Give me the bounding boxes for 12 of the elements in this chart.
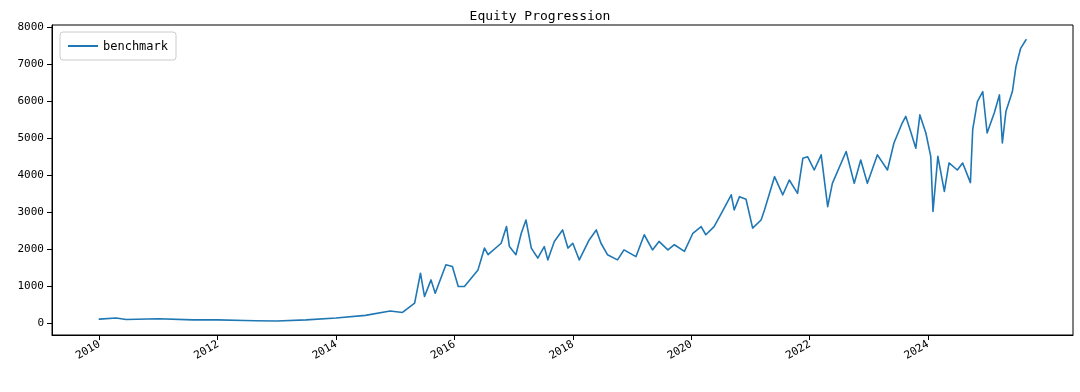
y-tick-label: 4000 xyxy=(17,168,44,182)
y-tick-label: 5000 xyxy=(17,131,44,145)
y-tick-label: 0 xyxy=(37,316,44,330)
y-tick-label: 3000 xyxy=(17,205,44,219)
chart-title: Equity Progression xyxy=(469,8,611,23)
y-tick-label: 8000 xyxy=(17,20,44,34)
y-tick-label: 1000 xyxy=(17,279,44,293)
y-tick-label: 7000 xyxy=(17,57,44,71)
y-tick-label: 6000 xyxy=(17,94,44,108)
legend-label: benchmark xyxy=(103,39,169,53)
line-series xyxy=(98,39,1027,322)
y-tick-label: 2000 xyxy=(17,242,44,256)
